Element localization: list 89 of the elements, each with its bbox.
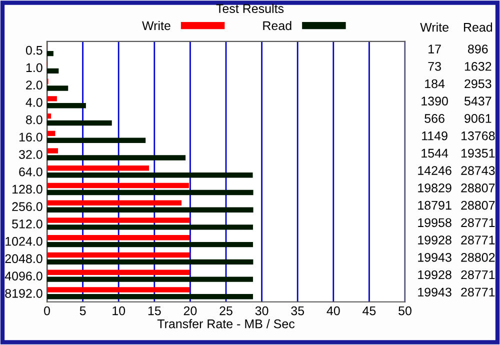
x-tick-label: 0 — [44, 306, 50, 316]
bar — [47, 50, 54, 56]
text: 19829 — [418, 184, 452, 192]
y-tick-label: 0.5 — [26, 46, 42, 55]
text: 2953 — [464, 79, 492, 88]
chart-title: Test Results — [216, 4, 284, 14]
text: 28802 — [461, 252, 495, 262]
bar — [47, 252, 190, 258]
bar — [47, 207, 254, 212]
text: 1544 — [422, 148, 448, 158]
text: 19958 — [418, 218, 452, 228]
bar — [47, 166, 150, 171]
x-tick-label: 25 — [220, 306, 232, 316]
bar — [47, 287, 190, 292]
bar — [47, 259, 254, 265]
y-tick-label: 1.0 — [26, 63, 42, 72]
x-tick-label: 5 — [80, 306, 86, 316]
text: 19943 — [418, 288, 452, 297]
text: 14246 — [418, 166, 452, 175]
x-tick-label: 35 — [291, 306, 304, 316]
text: 1149 — [422, 131, 448, 140]
bar — [47, 276, 253, 282]
bar — [47, 96, 57, 102]
x-tick-label: 45 — [362, 306, 376, 316]
text: 566 — [424, 114, 444, 123]
legend-label: Write — [142, 20, 170, 30]
text: 28771 — [461, 288, 495, 297]
y-tick-label: 128.0 — [12, 184, 42, 194]
text: 28771 — [461, 270, 495, 280]
text: 28807 — [461, 184, 495, 192]
bar — [47, 86, 68, 91]
bar — [47, 120, 112, 126]
text: 184 — [425, 79, 445, 88]
legend-label: Read — [263, 20, 292, 30]
text: Read — [464, 22, 492, 32]
y-tick-label: 8.0 — [26, 115, 42, 124]
x-tick-label: 10 — [112, 306, 126, 316]
text: 9061 — [464, 114, 492, 123]
text: 19928 — [418, 270, 452, 280]
text: 1632 — [464, 62, 492, 71]
y-tick-label: 16.0 — [19, 132, 42, 142]
text: 18791 — [418, 200, 452, 210]
x-tick-label: 30 — [255, 306, 268, 316]
bar — [47, 130, 56, 136]
text: 28771 — [461, 236, 495, 244]
x-tick-label: 20 — [184, 306, 197, 316]
text: 28771 — [461, 218, 495, 228]
bar — [47, 182, 189, 188]
x-tick-label: 15 — [148, 306, 161, 316]
bar — [47, 294, 253, 300]
bar — [47, 138, 146, 143]
bar — [47, 113, 52, 119]
x-axis-title: Transfer Rate - MB / Sec — [157, 319, 295, 328]
bar — [47, 103, 86, 108]
y-tick-label: 4096.0 — [4, 272, 42, 280]
text: 896 — [468, 44, 488, 54]
bar — [47, 68, 59, 74]
y-tick-label: 4.0 — [26, 98, 42, 107]
y-tick-label: 64.0 — [19, 167, 42, 176]
text: 19943 — [418, 252, 452, 262]
y-tick-label: 2048.0 — [5, 254, 42, 264]
y-tick-label: 256.0 — [12, 202, 42, 212]
y-tick-label: 32.0 — [18, 150, 42, 159]
bar — [47, 148, 58, 154]
y-tick-label: 2.0 — [26, 80, 42, 90]
text: 19351 — [461, 148, 495, 158]
bar — [47, 218, 190, 223]
bar — [47, 172, 253, 178]
text: 5437 — [464, 96, 492, 106]
text: 19928 — [418, 236, 452, 244]
bar — [47, 190, 254, 196]
bar — [47, 224, 253, 230]
text: 1390 — [422, 96, 448, 106]
y-tick-label: 8192.0 — [5, 288, 42, 298]
bar — [47, 200, 182, 206]
text: 28743 — [461, 166, 495, 175]
text: 17 — [428, 44, 441, 54]
text: 13768 — [461, 131, 495, 140]
x-tick-label: 40 — [326, 306, 340, 316]
text: 28807 — [461, 200, 495, 210]
text: Write — [420, 22, 448, 32]
y-tick-label: 1024.0 — [6, 236, 42, 246]
bar — [47, 155, 186, 160]
y-tick-label: 512.0 — [12, 220, 42, 228]
bar — [47, 270, 190, 275]
bar — [47, 242, 253, 248]
x-tick-label: 50 — [398, 306, 412, 316]
text: 73 — [428, 62, 441, 71]
bar — [47, 235, 190, 240]
